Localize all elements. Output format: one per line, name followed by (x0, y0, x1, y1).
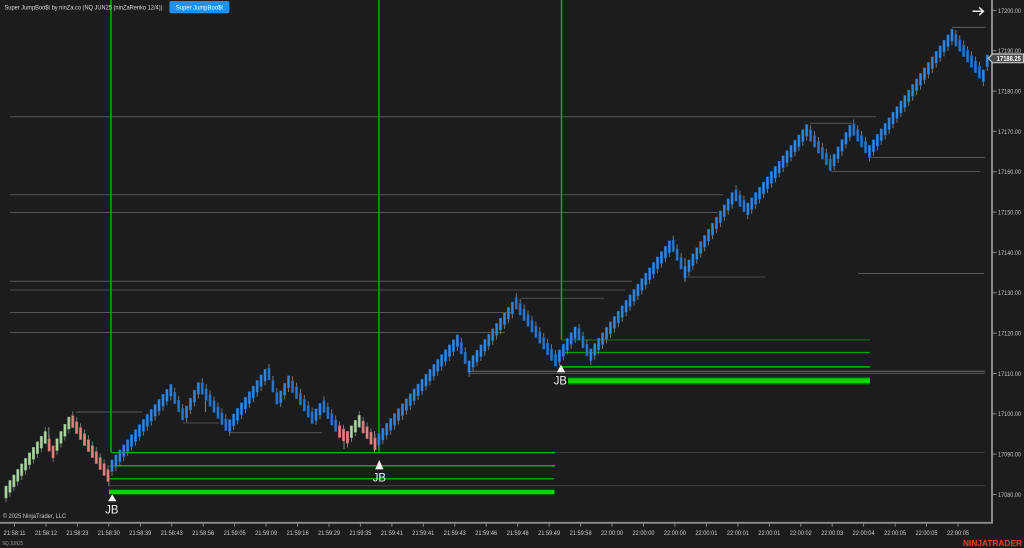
svg-text:17140.00: 17140.00 (998, 250, 1021, 257)
svg-text:17090.00: 17090.00 (998, 452, 1021, 459)
svg-text:17120.00: 17120.00 (998, 331, 1021, 338)
svg-text:22:00:03: 22:00:03 (821, 530, 843, 537)
svg-text:21:59:29: 21:59:29 (318, 530, 340, 537)
svg-text:22:00:04: 22:00:04 (853, 530, 875, 537)
svg-text:22:00:00: 22:00:00 (601, 530, 623, 537)
svg-text:22:00:02: 22:00:02 (790, 530, 812, 537)
svg-text:JB: JB (554, 373, 567, 387)
svg-text:22:00:05: 22:00:05 (916, 530, 938, 537)
svg-text:17200.00: 17200.00 (998, 8, 1021, 15)
svg-text:17150.00: 17150.00 (998, 210, 1021, 217)
svg-text:17190.00: 17190.00 (998, 48, 1021, 55)
svg-text:22:00:05: 22:00:05 (947, 530, 969, 537)
svg-text:17160.00: 17160.00 (998, 169, 1021, 176)
svg-text:Super JumpBoo$t: Super JumpBoo$t (176, 5, 223, 12)
svg-text:Super JumpBoo$t by ninZa.co (N: Super JumpBoo$t by ninZa.co (NQ JUN25 (n… (5, 5, 163, 12)
svg-text:© 2025 NinjaTrader, LLC: © 2025 NinjaTrader, LLC (3, 512, 67, 520)
svg-text:22:00:05: 22:00:05 (884, 530, 906, 537)
svg-text:22:00:00: 22:00:00 (664, 530, 686, 537)
svg-text:21:58:56: 21:58:56 (192, 530, 214, 537)
svg-text:17180.00: 17180.00 (998, 89, 1021, 96)
svg-text:JB: JB (105, 503, 118, 517)
svg-text:21:59:48: 21:59:48 (507, 530, 529, 537)
svg-text:21:59:05: 21:59:05 (224, 530, 246, 537)
svg-text:21:59:16: 21:59:16 (287, 530, 309, 537)
svg-text:21:59:43: 21:59:43 (444, 530, 466, 537)
svg-text:17130.00: 17130.00 (998, 290, 1021, 297)
svg-text:21:59:41: 21:59:41 (381, 530, 403, 537)
svg-text:NQ JUN25: NQ JUN25 (3, 541, 24, 547)
svg-text:21:59:41: 21:59:41 (412, 530, 434, 537)
svg-text:JB: JB (373, 470, 386, 484)
svg-text:17170.00: 17170.00 (998, 129, 1021, 136)
svg-text:21:58:30: 21:58:30 (98, 530, 120, 537)
svg-text:NINJATRADER: NINJATRADER (963, 539, 1022, 548)
svg-text:17110.00: 17110.00 (998, 371, 1021, 378)
svg-text:21:59:09: 21:59:09 (255, 530, 277, 537)
svg-text:17188.25: 17188.25 (997, 56, 1021, 63)
svg-text:17100.00: 17100.00 (998, 411, 1021, 418)
svg-text:22:00:01: 22:00:01 (695, 530, 717, 537)
svg-text:21:58:12: 21:58:12 (35, 530, 57, 537)
svg-text:21:59:46: 21:59:46 (475, 530, 497, 537)
svg-text:17080.00: 17080.00 (998, 492, 1021, 499)
svg-text:21:59:35: 21:59:35 (349, 530, 371, 537)
svg-text:21:58:23: 21:58:23 (66, 530, 88, 537)
svg-text:22:00:01: 22:00:01 (758, 530, 780, 537)
svg-text:21:58:43: 21:58:43 (161, 530, 183, 537)
svg-text:22:00:00: 22:00:00 (633, 530, 655, 537)
svg-text:21:59:58: 21:59:58 (570, 530, 592, 537)
svg-text:22:00:01: 22:00:01 (727, 530, 749, 537)
svg-text:21:58:11: 21:58:11 (4, 530, 26, 537)
svg-text:21:59:49: 21:59:49 (538, 530, 560, 537)
svg-text:21:58:39: 21:58:39 (129, 530, 151, 537)
